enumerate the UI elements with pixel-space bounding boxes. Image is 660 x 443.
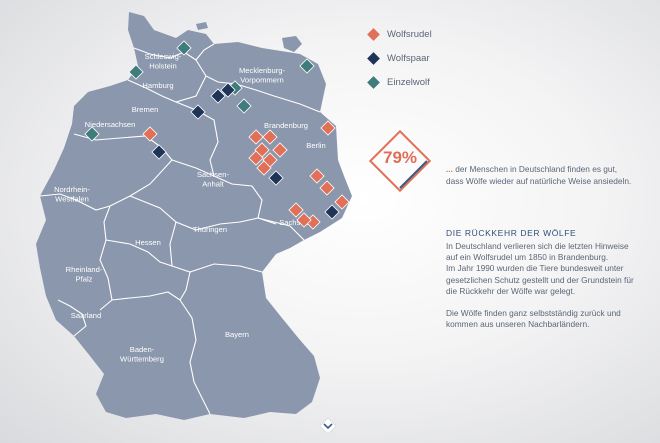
state-label: Mecklenburg-Vorpommern <box>239 66 285 85</box>
island-ruegen <box>282 36 302 52</box>
wolfsrudel-marker[interactable] <box>262 129 278 145</box>
wolfsrudel-marker[interactable] <box>296 212 312 228</box>
wolfsrudel-marker[interactable] <box>256 160 272 176</box>
einzelwolf-marker[interactable] <box>299 58 315 74</box>
germany-map: Schleswig-Holstein Hamburg Mecklenburg-Vor… <box>36 12 352 420</box>
wolfsrudel-marker[interactable] <box>272 142 288 158</box>
legend-label: Einzelwolf <box>387 77 430 88</box>
einzelwolf-marker[interactable] <box>128 64 144 80</box>
wolfsrudel-marker[interactable] <box>288 202 304 218</box>
state-label: Thüringen <box>193 225 227 234</box>
info-section: DIE RÜCKKEHR DER WÖLFE In Deutschland ve… <box>446 228 636 330</box>
section-title: DIE RÜCKKEHR DER WÖLFE <box>446 228 577 238</box>
section-paragraph-1: In Deutschland verlieren sich die letzte… <box>446 241 634 296</box>
legend-label: Wolfspaar <box>387 53 430 64</box>
state-label: Sachsen <box>279 218 309 227</box>
state-label: Sachsen-Anhalt <box>197 170 230 189</box>
wolfsrudel-marker[interactable] <box>319 180 335 196</box>
state-label: Berlin <box>306 141 325 150</box>
wolfspaar-marker[interactable] <box>220 82 236 98</box>
germany-outline <box>36 12 352 420</box>
state-label: Brandenburg <box>264 121 308 130</box>
wolfspaar-marker[interactable] <box>210 88 226 104</box>
state-label: Hessen <box>135 238 161 247</box>
stat-text: der Menschen in Deutschland finden es gu… <box>446 164 632 186</box>
state-label: Bayern <box>225 330 249 339</box>
state-label: Bremen <box>132 105 159 114</box>
stat-description: ... der Menschen in Deutschland finden e… <box>446 164 636 187</box>
wolfsrudel-marker[interactable] <box>248 129 264 145</box>
island-fehmarn <box>196 22 208 30</box>
state-borders <box>39 43 321 415</box>
wolfsrudel-marker[interactable] <box>142 126 158 142</box>
stat-badge: 79% <box>368 129 432 193</box>
einzelwolf-diamond-icon <box>367 76 380 89</box>
state-labels: Schleswig-Holstein Hamburg Mecklenburg-Vor… <box>54 52 326 364</box>
wolfspaar-marker[interactable] <box>190 104 206 120</box>
section-paragraph-2: Die Wölfe finden ganz selbstständig zurü… <box>446 308 621 330</box>
state-label: Schleswig-Holstein <box>145 52 182 71</box>
state-label: Niedersachsen <box>85 120 136 129</box>
wolfsrudel-diamond-icon <box>367 28 380 41</box>
state-label: Rheinland-Pfalz <box>66 265 103 284</box>
wolf-markers <box>84 40 350 230</box>
einzelwolf-marker[interactable] <box>236 98 252 114</box>
wolfspaar-marker[interactable] <box>268 170 284 186</box>
badge-accent <box>399 160 428 189</box>
stat-value: 79% <box>382 148 418 167</box>
wolfspaar-marker[interactable] <box>324 204 340 220</box>
state-label: Saarland <box>71 311 101 320</box>
state-label: Hamburg <box>142 81 173 90</box>
stat-ellipsis: ... <box>446 164 453 174</box>
state-label: Baden-Württemberg <box>120 345 164 364</box>
wolfsrudel-marker[interactable] <box>309 168 325 184</box>
wolfsrudel-marker[interactable] <box>320 120 336 136</box>
wolfspaar-diamond-icon <box>367 52 380 65</box>
chevron-down-icon[interactable] <box>318 416 338 436</box>
einzelwolf-marker[interactable] <box>84 126 100 142</box>
wolfsrudel-marker[interactable] <box>334 194 350 210</box>
einzelwolf-marker[interactable] <box>176 40 192 56</box>
wolfsrudel-marker[interactable] <box>248 150 264 166</box>
land-mass <box>36 12 352 420</box>
legend-label: Wolfsrudel <box>387 29 432 40</box>
wolfspaar-marker[interactable] <box>151 144 167 160</box>
state-label: Nordrhein-Westfalen <box>54 185 90 204</box>
